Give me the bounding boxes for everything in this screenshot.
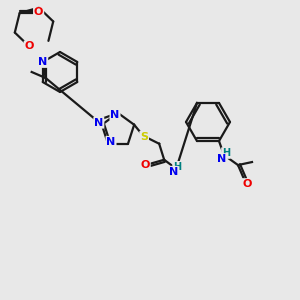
Text: N: N (110, 110, 120, 120)
Text: N: N (169, 167, 178, 177)
Text: H: H (222, 148, 230, 158)
Text: N: N (94, 118, 104, 128)
Text: N: N (218, 154, 226, 164)
Text: S: S (140, 132, 148, 142)
Text: N: N (106, 137, 116, 147)
Text: O: O (242, 179, 252, 189)
Text: O: O (140, 160, 150, 170)
Text: O: O (34, 7, 43, 17)
Text: H: H (173, 162, 181, 172)
Text: O: O (25, 41, 34, 51)
Text: N: N (38, 57, 47, 67)
